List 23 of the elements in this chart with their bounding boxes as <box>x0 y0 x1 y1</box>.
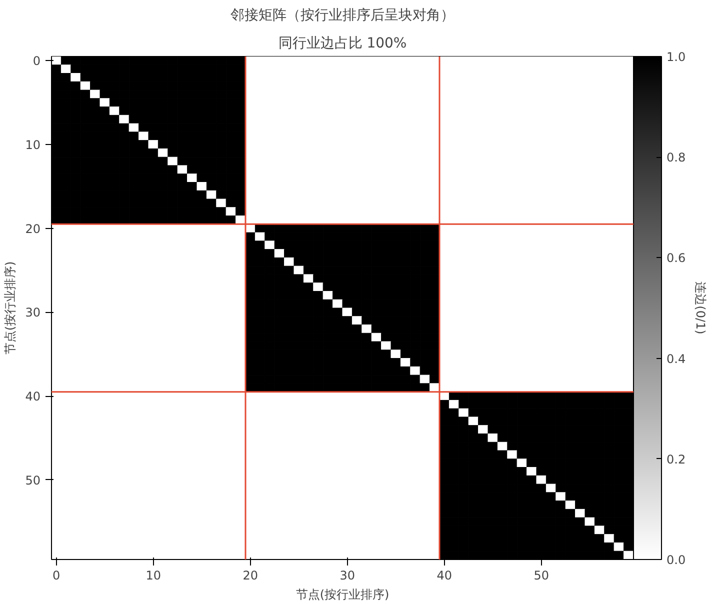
y-tick-label: 30 <box>25 306 41 320</box>
color-bar-label: 0.2 <box>666 452 686 466</box>
y-axis-title: 节点(按行业排序) <box>3 261 18 355</box>
x-axis-title: 节点(按行业排序) <box>296 588 390 602</box>
y-tick-label: 40 <box>25 390 41 404</box>
x-tick-label: 30 <box>340 568 355 582</box>
y-tick-label: 50 <box>25 473 41 488</box>
color-bar-label: 0.8 <box>666 150 686 165</box>
chart-subtitle: 同行业边占比 100% <box>278 36 407 52</box>
color-bar-label: 1.0 <box>666 50 686 64</box>
color-bar-label: 0.6 <box>666 251 686 266</box>
x-tick-label: 20 <box>242 568 258 582</box>
x-tick-label: 0 <box>52 568 60 582</box>
color-bar-label: 0.4 <box>666 352 686 366</box>
y-tick-label: 10 <box>25 138 41 152</box>
y-tick-label: 0 <box>32 54 41 68</box>
chart-title: 邻接矩阵（按行业排序后呈块对角） <box>230 8 454 24</box>
color-bar-label: 0.0 <box>666 553 686 567</box>
x-tick-label: 50 <box>534 568 549 582</box>
x-tick-label: 10 <box>146 568 161 582</box>
x-tick-label: 40 <box>436 568 452 582</box>
color-bar-title: 连边(0/1) <box>694 282 708 334</box>
y-tick-label: 20 <box>25 222 41 236</box>
